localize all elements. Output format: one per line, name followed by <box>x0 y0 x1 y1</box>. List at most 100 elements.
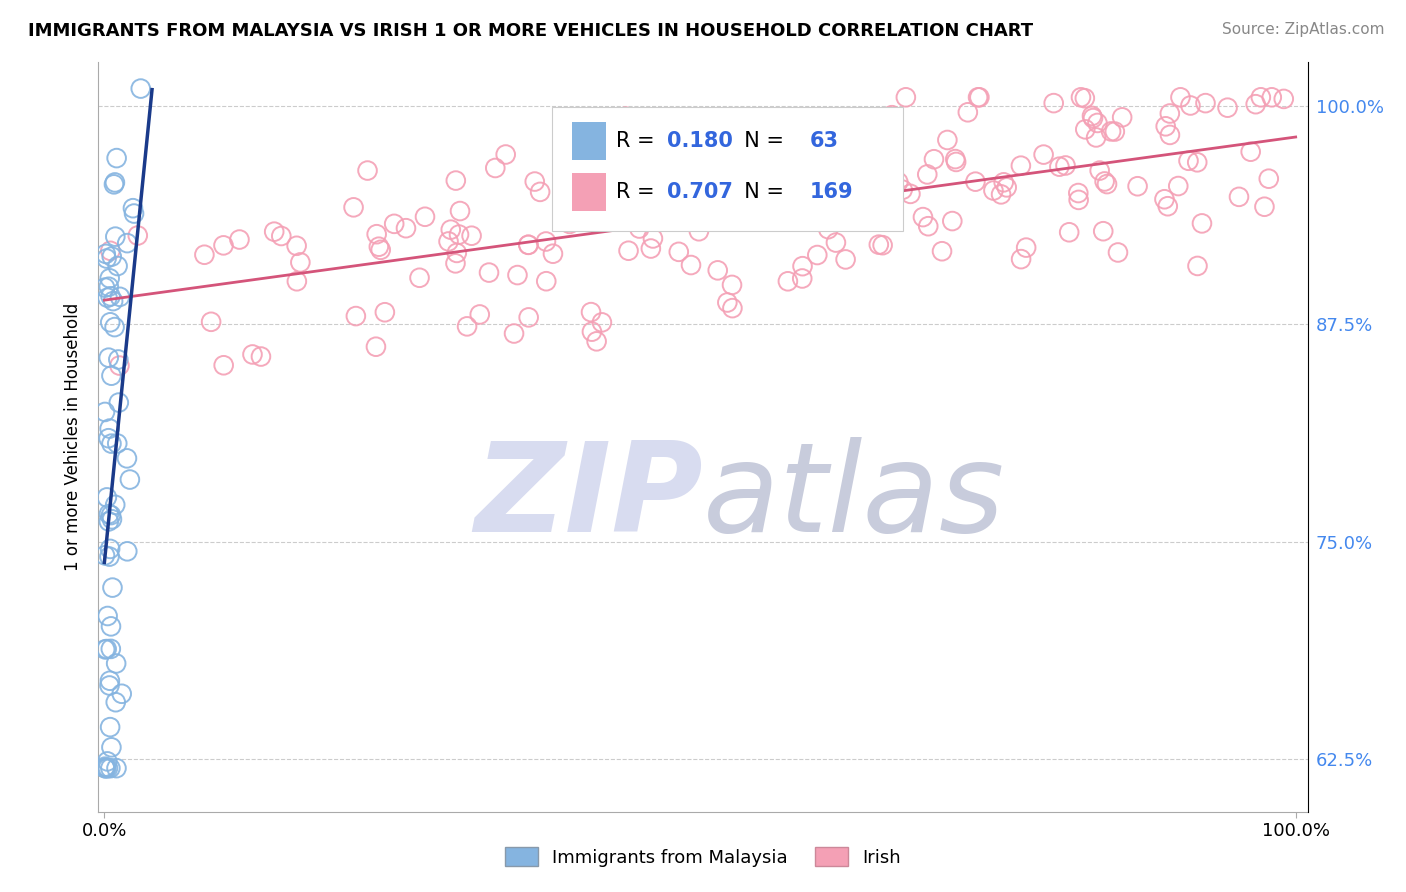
Point <box>98 549 121 564</box>
Legend: Immigrants from Malaysia, Irish: Immigrants from Malaysia, Irish <box>498 840 908 874</box>
Point <box>1067 193 1090 207</box>
Point <box>1244 97 1267 112</box>
Point <box>367 240 389 254</box>
Point <box>721 301 744 315</box>
Text: N =: N = <box>731 182 790 202</box>
Point <box>1253 200 1275 214</box>
Point <box>541 246 564 260</box>
Point <box>364 340 387 354</box>
Point <box>1074 91 1097 105</box>
Point <box>100 641 122 656</box>
Point <box>506 268 529 282</box>
Point <box>98 315 121 329</box>
Point <box>995 180 1018 194</box>
Text: R =: R = <box>616 182 661 202</box>
Point <box>612 175 634 189</box>
Point <box>716 295 738 310</box>
Point <box>115 236 138 251</box>
Point <box>212 238 235 252</box>
FancyBboxPatch shape <box>551 107 903 231</box>
Point <box>1159 128 1181 142</box>
Point <box>1170 90 1192 104</box>
Point <box>894 90 917 104</box>
Point <box>98 271 121 285</box>
Point <box>806 248 828 262</box>
Text: 63: 63 <box>810 131 838 151</box>
Point <box>98 673 121 688</box>
Point <box>342 200 364 214</box>
Point <box>444 173 467 187</box>
Point <box>484 161 506 175</box>
Point <box>104 229 127 244</box>
Point <box>792 271 814 285</box>
Point <box>503 326 526 341</box>
Point <box>582 202 605 216</box>
Point <box>285 239 308 253</box>
Point <box>100 740 122 755</box>
Point <box>614 110 637 124</box>
Point <box>792 259 814 273</box>
Point <box>641 231 664 245</box>
Point <box>413 210 436 224</box>
Point <box>94 405 117 419</box>
Point <box>693 213 716 227</box>
Point <box>859 210 882 224</box>
Point <box>523 175 546 189</box>
Point <box>887 175 910 189</box>
Point <box>558 217 581 231</box>
Point <box>374 305 396 319</box>
Point <box>447 227 470 242</box>
Point <box>679 258 702 272</box>
Point <box>96 755 118 769</box>
Point <box>101 512 124 526</box>
Y-axis label: 1 or more Vehicles in Household: 1 or more Vehicles in Household <box>65 303 83 571</box>
Point <box>591 315 613 329</box>
Point <box>97 609 120 624</box>
Point <box>581 325 603 339</box>
Point <box>105 436 128 450</box>
Point <box>706 263 728 277</box>
Point <box>1085 130 1108 145</box>
Point <box>105 761 128 775</box>
Point <box>661 191 683 205</box>
Point <box>564 183 586 197</box>
Point <box>1191 216 1213 230</box>
Point <box>1104 124 1126 138</box>
Point <box>880 108 903 122</box>
Point <box>1257 171 1279 186</box>
Bar <box>572 122 606 160</box>
Point <box>103 320 125 334</box>
Point <box>193 248 215 262</box>
Point <box>478 266 501 280</box>
Point <box>97 515 120 529</box>
Point <box>94 280 117 294</box>
Point <box>1092 224 1115 238</box>
Point <box>94 549 117 563</box>
Text: atlas: atlas <box>703 436 1005 558</box>
Point <box>1177 153 1199 168</box>
Point <box>108 359 131 373</box>
Point <box>1010 159 1032 173</box>
Point <box>628 221 651 235</box>
Point <box>94 761 117 775</box>
Point <box>936 133 959 147</box>
Point <box>752 169 775 184</box>
Text: IMMIGRANTS FROM MALAYSIA VS IRISH 1 OR MORE VEHICLES IN HOUSEHOLD CORRELATION CH: IMMIGRANTS FROM MALAYSIA VS IRISH 1 OR M… <box>28 22 1033 40</box>
Point <box>688 224 710 238</box>
Point <box>1227 190 1250 204</box>
Point <box>101 581 124 595</box>
Text: N =: N = <box>731 131 790 151</box>
Point <box>97 761 120 775</box>
Point <box>270 229 292 244</box>
Point <box>1180 98 1202 112</box>
Point <box>990 187 1012 202</box>
Point <box>756 150 779 164</box>
Point <box>1074 122 1097 136</box>
Point <box>104 695 127 709</box>
Point <box>776 145 799 159</box>
Point <box>107 259 129 273</box>
Point <box>1261 90 1284 104</box>
Point <box>440 222 463 236</box>
Text: ZIP: ZIP <box>474 436 703 558</box>
Point <box>956 105 979 120</box>
